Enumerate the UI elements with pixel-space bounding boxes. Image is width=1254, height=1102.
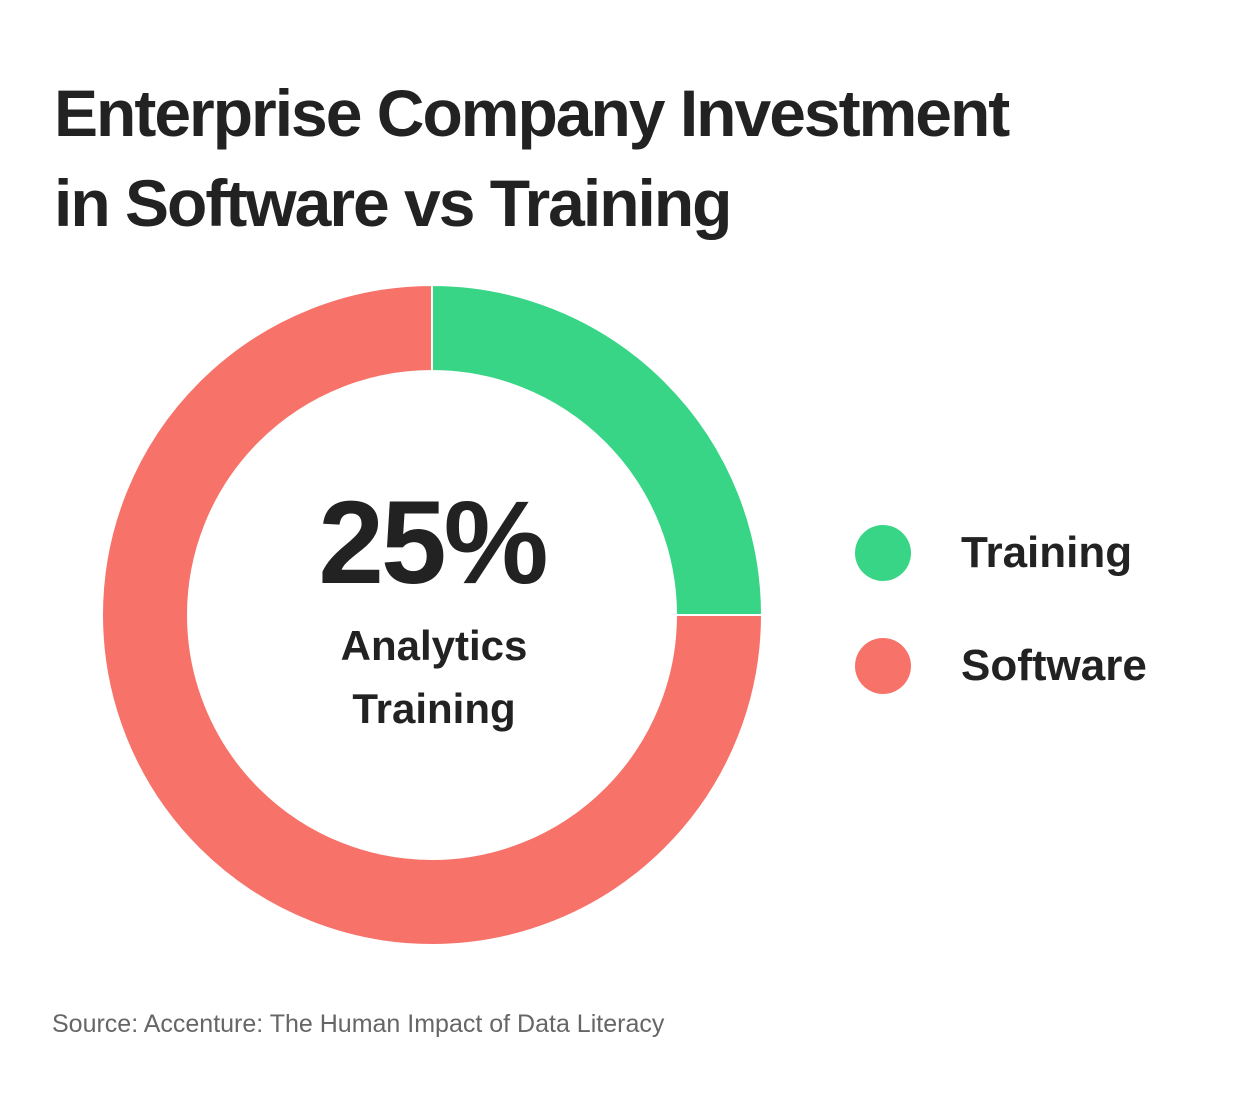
legend-item-training: Training (855, 525, 1147, 581)
source-note: Source: Accenture: The Human Impact of D… (52, 1010, 665, 1038)
donut-slice-software (101, 283, 764, 946)
center-label-line-1: Analytics (341, 622, 528, 669)
legend: Training Software (855, 525, 1147, 751)
chart-title-line-2: in Software vs Training (54, 166, 733, 240)
legend-swatch-training (855, 525, 911, 581)
chart-title-line-1: Enterprise Company Investment (54, 76, 1010, 150)
donut-slices (101, 283, 764, 946)
legend-label-training: Training (961, 528, 1133, 577)
chart-title: Enterprise Company Investment in Softwar… (54, 68, 1174, 248)
center-value: 25% (318, 477, 545, 609)
legend-label-software: Software (961, 641, 1147, 690)
legend-item-software: Software (855, 638, 1147, 694)
center-label-line-2: Training (352, 685, 515, 732)
donut-slice-training (431, 283, 764, 616)
legend-swatch-software (855, 638, 911, 694)
